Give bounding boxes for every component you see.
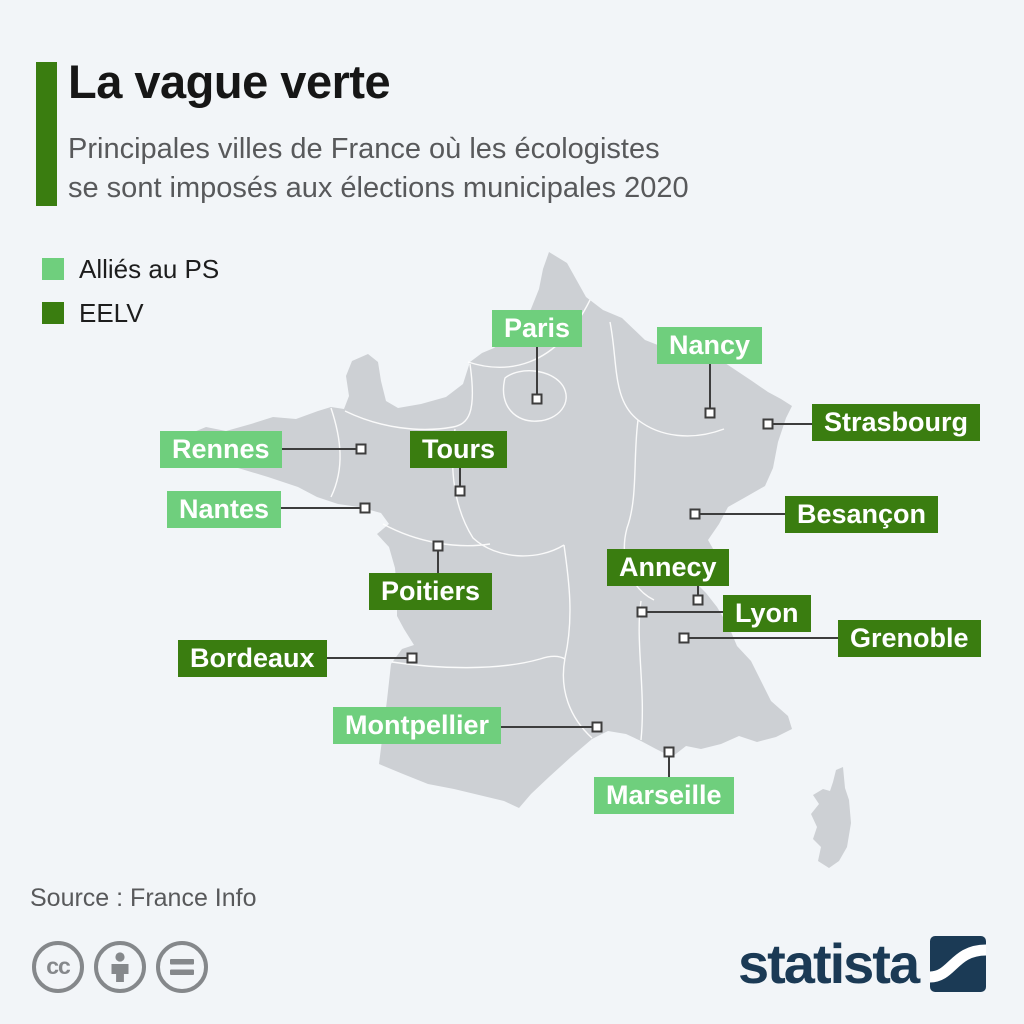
cc-icon-label: cc <box>46 952 71 979</box>
cc-icon: cc <box>32 941 84 993</box>
city-marker-lyon <box>636 606 648 618</box>
city-connectors <box>281 347 838 777</box>
legend-label-eelv: EELV <box>79 297 144 328</box>
page-subtitle: Principales villes de France où les écol… <box>68 130 689 208</box>
license-badges: cc <box>32 941 208 993</box>
legend-swatch-eelv <box>42 302 64 324</box>
statista-logo: statista <box>738 932 987 995</box>
legend: Alliés au PS EELV <box>42 254 219 342</box>
subtitle-line-1: Principales villes de France où les écol… <box>68 133 660 165</box>
statista-wordmark: statista <box>738 932 920 995</box>
cc-nd-equals-icon <box>156 941 208 993</box>
legend-swatch-allies-ps <box>42 258 64 280</box>
city-marker-grenoble <box>678 632 690 644</box>
city-marker-tours <box>454 485 466 497</box>
corsica-island <box>811 767 851 868</box>
title-accent-bar <box>36 62 57 206</box>
statista-wave-icon <box>930 936 987 992</box>
city-marker-rennes <box>355 443 367 455</box>
legend-item-allies-ps: Alliés au PS <box>42 254 219 284</box>
city-marker-strasbourg <box>762 418 774 430</box>
subtitle-line-2: se sont imposés aux élections municipale… <box>68 172 689 204</box>
city-marker-nancy <box>704 407 716 419</box>
city-markers <box>355 393 774 758</box>
city-marker-annecy <box>692 594 704 606</box>
cc-by-person-icon <box>94 941 146 993</box>
legend-item-eelv: EELV <box>42 298 219 328</box>
city-marker-besancon <box>689 508 701 520</box>
france-mainland <box>189 252 792 808</box>
page-title: La vague verte <box>68 55 391 108</box>
city-marker-paris <box>531 393 543 405</box>
legend-label-allies-ps: Alliés au PS <box>79 253 220 284</box>
city-marker-montpellier <box>591 721 603 733</box>
city-marker-bordeaux <box>406 652 418 664</box>
source-text: Source : France Info <box>30 884 257 912</box>
city-marker-poitiers <box>432 540 444 552</box>
city-marker-nantes <box>359 502 371 514</box>
city-marker-marseille <box>663 746 675 758</box>
